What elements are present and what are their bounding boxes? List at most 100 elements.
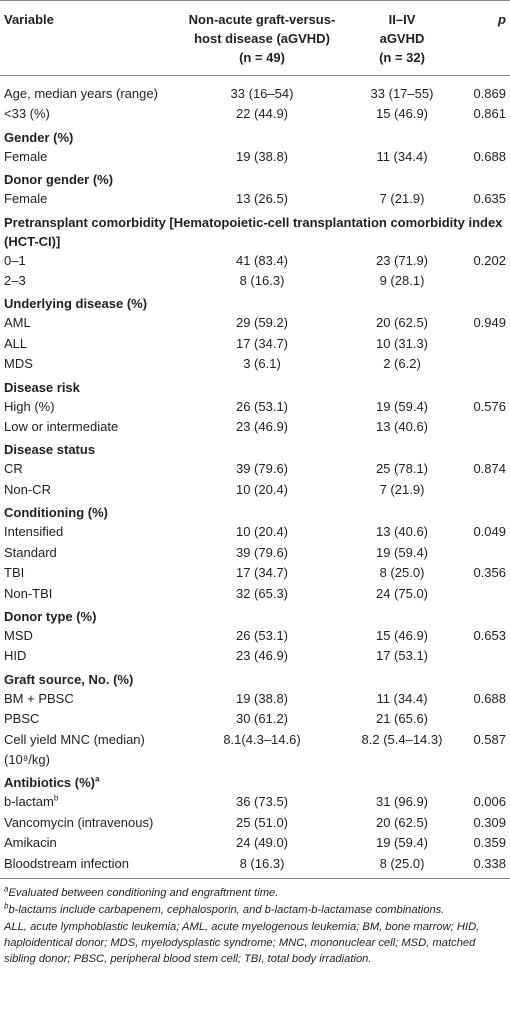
variable-cell: CR <box>4 461 23 477</box>
value-cell: 39 (79.6) <box>235 461 289 477</box>
data-row: Non-TBI 32 (65.3) 24 (75.0) <box>0 584 510 604</box>
value-cell: 19 (38.8) <box>235 148 289 164</box>
superscript: b <box>53 794 59 804</box>
value-cell: 7 (21.9) <box>379 191 425 207</box>
variable-cell: <33 (%) <box>4 106 50 122</box>
value-cell: 23 (71.9) <box>375 252 429 268</box>
value-cell: 36 (73.5) <box>235 794 289 810</box>
value-cell: 0.309 <box>473 814 506 830</box>
data-row: Amikacin 24 (49.0) 19 (59.4) 0.359 <box>0 833 510 853</box>
value-cell: 29 (59.2) <box>235 315 289 331</box>
section-heading: Pretransplant comorbidity [Hematopoietic… <box>4 214 503 249</box>
data-row: Cell yield MNC (median) (10⁸/kg) 8.1(4.3–… <box>0 730 510 771</box>
value-cell: 19 (38.8) <box>235 690 289 706</box>
footnote: aEvaluated between conditioning and engr… <box>4 885 506 901</box>
value-cell <box>452 543 510 563</box>
footnote-marker: a <box>4 884 9 894</box>
value-cell: 26 (53.1) <box>235 398 289 414</box>
value-cell: 24 (49.0) <box>235 835 289 851</box>
value-cell: 41 (83.4) <box>235 252 289 268</box>
value-cell: 17 (34.7) <box>235 335 289 351</box>
section-heading-row: Gender (%) <box>0 125 510 147</box>
data-row: Bloodstream infection 8 (16.3) 8 (25.0) 0.3… <box>0 854 510 879</box>
value-cell: 8 (16.3) <box>239 855 285 871</box>
section-heading: Gender (%) <box>4 129 74 145</box>
header-cell: p <box>452 1 510 76</box>
data-row: CR 39 (79.6) 25 (78.1) 0.874 <box>0 459 510 479</box>
value-cell: 7 (21.9) <box>379 481 425 497</box>
header-line: Variable <box>4 12 54 27</box>
data-row: BM + PBSC 19 (38.8) 11 (34.4) 0.688 <box>0 689 510 709</box>
value-cell <box>452 480 510 500</box>
value-cell: 19 (59.4) <box>375 544 429 560</box>
value-cell <box>452 646 510 666</box>
section-heading-row: Antibiotics (%)a <box>0 770 510 792</box>
section-heading: Donor type (%) <box>4 608 97 624</box>
header-line: II–IV <box>388 12 416 27</box>
value-cell: 13 (40.6) <box>375 419 429 435</box>
variable-cell: AML <box>4 315 31 331</box>
header-line: Non-acute graft-versus- <box>188 12 336 27</box>
value-cell: 26 (53.1) <box>235 627 289 643</box>
value-cell: 22 (44.9) <box>235 106 289 122</box>
value-cell: 13 (26.5) <box>235 191 289 207</box>
footnotes: aEvaluated between conditioning and engr… <box>0 879 510 967</box>
value-cell: 8 (25.0) <box>379 565 425 581</box>
data-table: Variable Non-acute graft-versus-host dise… <box>0 0 510 879</box>
section-heading-row: Underlying disease (%) <box>0 291 510 313</box>
variable-cell: Female <box>4 191 48 207</box>
header-line: (n = 32) <box>379 50 425 65</box>
header-line: host disease (aGVHD) <box>194 31 330 46</box>
data-row: Non-CR 10 (20.4) 7 (21.9) <box>0 480 510 500</box>
variable-cell: 2–3 <box>4 273 26 289</box>
variable-cell: TBI <box>4 565 25 581</box>
value-cell <box>452 334 510 354</box>
variable-cell: Bloodstream infection <box>4 855 130 871</box>
section-heading-row: Donor type (%) <box>0 604 510 626</box>
value-cell: 10 (20.4) <box>235 524 289 540</box>
section-heading-row: Conditioning (%) <box>0 500 510 522</box>
value-cell: 0.338 <box>473 855 506 871</box>
value-cell: 23 (46.9) <box>235 419 289 435</box>
footnote: ALL, acute lymphoblastic leukemia; AML, … <box>4 919 506 967</box>
value-cell <box>452 709 510 729</box>
section-heading: Antibiotics (%)a <box>0 770 510 792</box>
footnote-marker: b <box>4 901 9 911</box>
footnote-text: b-lactams include carbapenem, cephalospo… <box>8 903 445 916</box>
value-cell: 0.202 <box>473 252 506 268</box>
value-cell: 19 (59.4) <box>375 398 429 414</box>
value-cell: 31 (96.9) <box>375 794 429 810</box>
value-cell: 3 (6.1) <box>243 356 281 372</box>
value-cell: 39 (79.6) <box>235 544 289 560</box>
section-heading-row: Disease status <box>0 437 510 459</box>
value-cell: 9 (28.1) <box>379 273 425 289</box>
value-cell: 11 (34.4) <box>376 690 428 706</box>
data-row: Standard 39 (79.6) 19 (59.4) <box>0 543 510 563</box>
variable-cell: Cell yield MNC (median) (10⁸/kg) <box>4 731 145 767</box>
value-cell: 32 (65.3) <box>235 585 289 601</box>
data-row: 2–3 8 (16.3) 9 (28.1) <box>0 271 510 291</box>
data-row: High (%) 26 (53.1) 19 (59.4) 0.576 <box>0 397 510 417</box>
value-cell: 24 (75.0) <box>375 585 429 601</box>
cell-text: Antibiotics (%) <box>4 775 95 791</box>
value-cell <box>452 271 510 291</box>
section-heading-row: Graft source, No. (%) <box>0 667 510 689</box>
value-cell: 17 (53.1) <box>375 648 429 664</box>
data-row: TBI 17 (34.7) 8 (25.0) 0.356 <box>0 563 510 583</box>
data-row: b-lactamb 36 (73.5) 31 (96.9) 0.006 <box>0 792 510 812</box>
section-heading-row: Donor gender (%) <box>0 167 510 189</box>
data-row: MSD 26 (53.1) 15 (46.9) 0.653 <box>0 626 510 646</box>
footnote: bb-lactams include carbapenem, cephalosp… <box>4 902 506 918</box>
value-cell: 0.688 <box>473 690 506 706</box>
data-row: Low or intermediate 23 (46.9) 13 (40.6) <box>0 417 510 437</box>
data-row: AML 29 (59.2) 20 (62.5) 0.949 <box>0 313 510 333</box>
value-cell: 0.653 <box>473 627 506 643</box>
value-cell: 8 (16.3) <box>239 273 285 289</box>
value-cell: 20 (62.5) <box>375 315 429 331</box>
value-cell: 0.006 <box>473 794 506 810</box>
value-cell: 17 (34.7) <box>235 565 289 581</box>
value-cell: 8 (25.0) <box>379 855 425 871</box>
variable-cell: Low or intermediate <box>4 419 119 435</box>
variable-cell: MDS <box>4 356 33 372</box>
data-row: 0–1 41 (83.4) 23 (71.9) 0.202 <box>0 251 510 271</box>
